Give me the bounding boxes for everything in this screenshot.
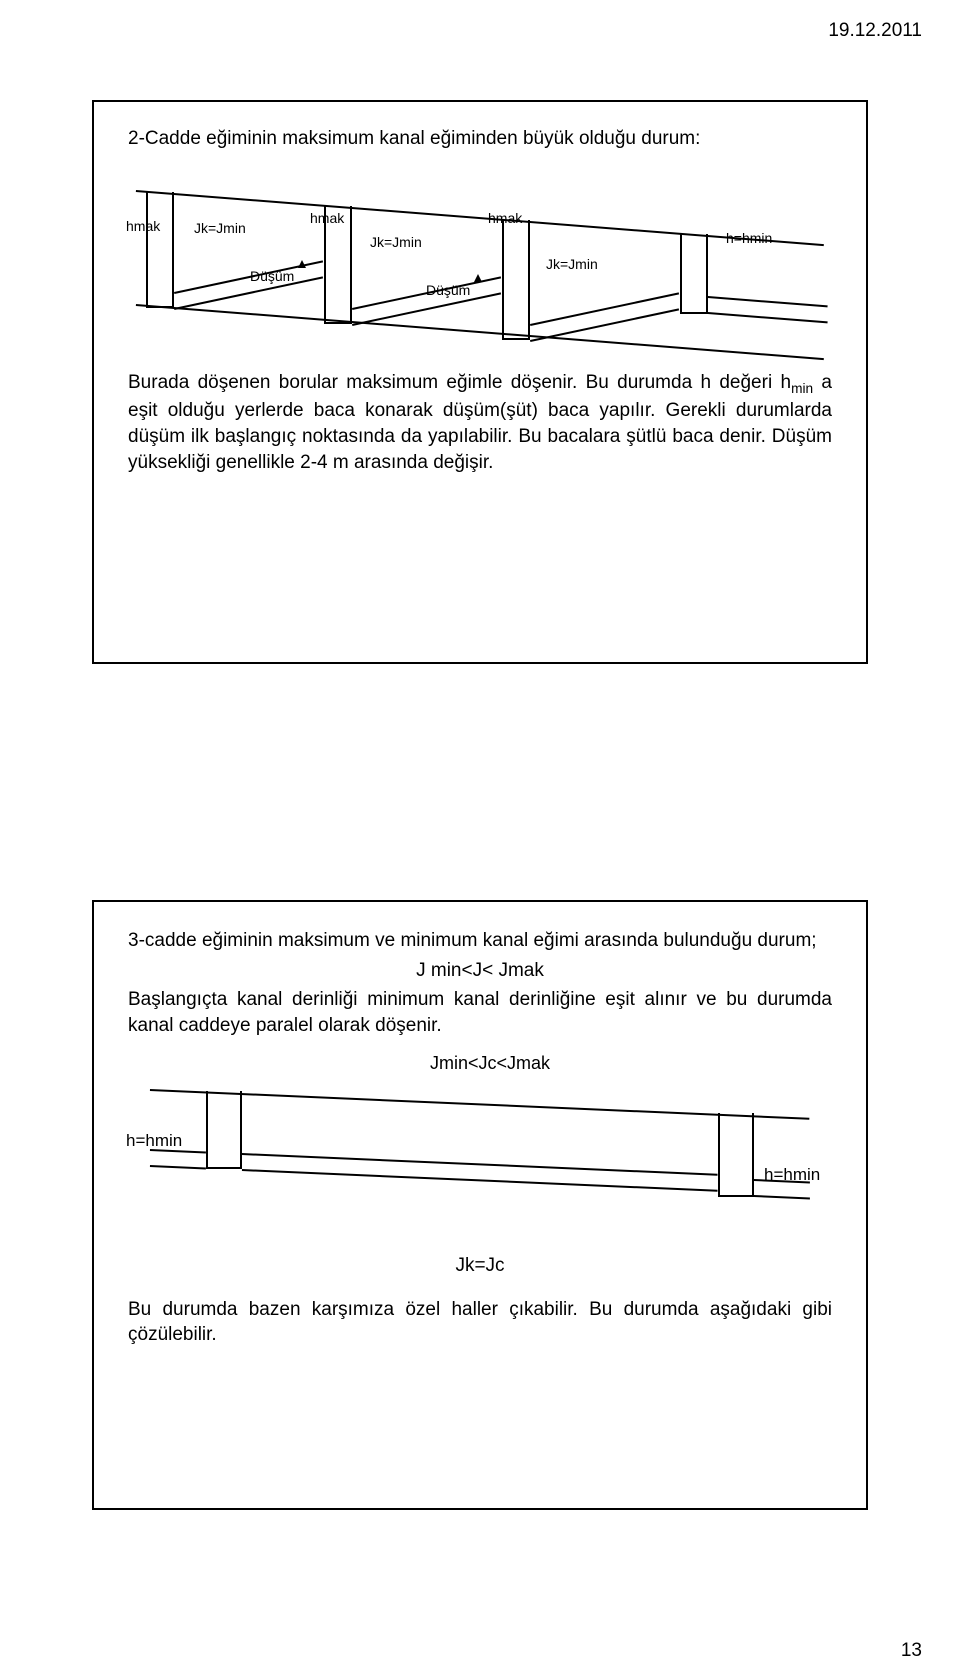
label-jkjc: Jk=Jc (128, 1255, 832, 1277)
label-hmak-1: hmak (126, 218, 160, 234)
label-jk-2: Jk=Jmin (370, 234, 422, 250)
diagram-2: Jmin<Jc<Jmak h=hmin h=hmin (150, 1053, 810, 1233)
label-hmak-2: hmak (310, 210, 344, 226)
ground-line-top (136, 190, 824, 246)
slide-1-inner: 2-Cadde eğiminin maksimum kanal eğiminde… (94, 102, 866, 662)
slide-1-body: Burada döşenen borular maksimum eğimle d… (128, 370, 832, 475)
label-hmak-3: hmak (488, 210, 522, 226)
d2-pipe-ext-bot (754, 1195, 810, 1199)
slide-2-cond: J min<J< Jmak (128, 958, 832, 984)
slide-2-para2: Bu durumda bazen karşımıza özel haller ç… (128, 1297, 832, 1348)
pipe-3-top (530, 292, 679, 325)
slide-2-para1: 3-cadde eğiminin maksimum ve minimum kan… (128, 928, 832, 954)
slide-2: 3-cadde eğiminin maksimum ve minimum kan… (92, 900, 868, 1510)
pipe-1-top (174, 260, 323, 293)
d2-manhole-right (718, 1113, 754, 1197)
slide-2-para1-rest: Başlangıçta kanal derinliği minimum kana… (128, 987, 832, 1038)
slide-2-para1-a: 3-cadde eğiminin maksimum ve minimum kan… (128, 930, 817, 951)
slide-2-cond-text: J min<J< Jmak (416, 960, 544, 981)
label-hhmin: h=hmin (726, 230, 772, 246)
manhole-1 (146, 192, 174, 308)
label-jk-1: Jk=Jmin (194, 220, 246, 236)
pipe-1-bot (174, 276, 323, 309)
slide-2-inner: 3-cadde eğiminin maksimum ve minimum kan… (94, 902, 866, 1508)
label-hhmin-left: h=hmin (126, 1131, 182, 1151)
slide-1-title: 2-Cadde eğiminin maksimum kanal eğiminde… (128, 128, 832, 150)
pipe-3-bot (530, 308, 679, 341)
d2-manhole-left (206, 1091, 242, 1169)
pipe-4-bot (708, 312, 828, 323)
label-jk-3: Jk=Jmin (546, 256, 598, 272)
pipe-4-top (708, 296, 828, 307)
slide-1: 2-Cadde eğiminin maksimum kanal eğiminde… (92, 100, 868, 664)
diagram-1: hmak Jk=Jmin Düşüm hmak Jk=Jmin Düşüm hm… (130, 170, 830, 350)
d2-ground-top (150, 1089, 809, 1120)
label-top: Jmin<Jc<Jmak (430, 1053, 550, 1074)
manhole-4 (680, 234, 708, 314)
manhole-3 (502, 220, 530, 340)
d2-pipe-lext-bot (150, 1165, 206, 1169)
page-date: 19.12.2011 (828, 20, 922, 42)
page-number: 13 (901, 1640, 922, 1662)
